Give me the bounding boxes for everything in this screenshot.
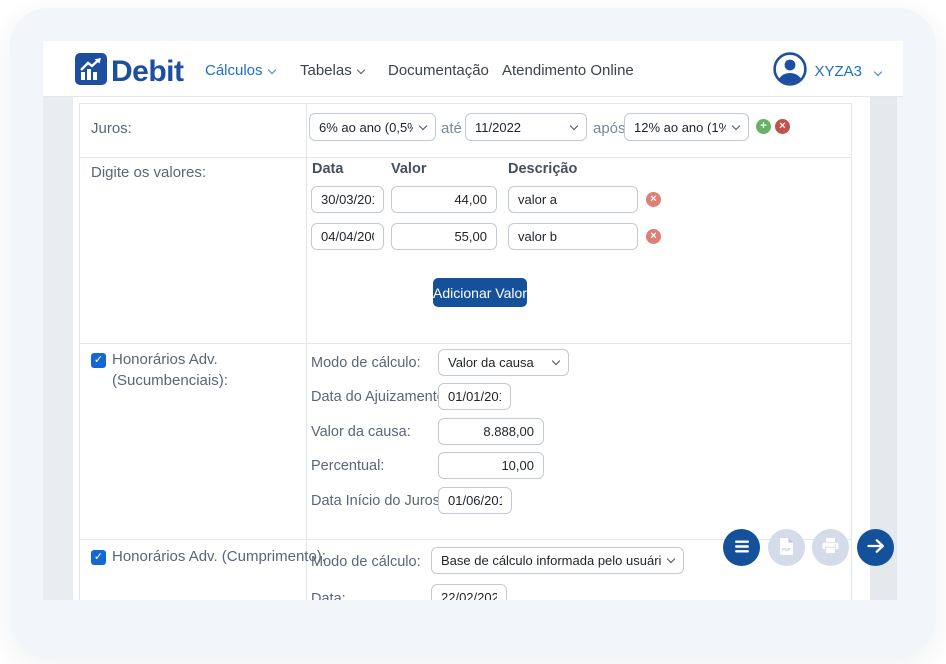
cumprimento-modo-select[interactable]: Base de cálculo informada pelo usuário	[431, 547, 684, 574]
delete-value-row-icon[interactable]	[646, 229, 661, 244]
cumprimento-date-input[interactable]	[431, 584, 507, 600]
chevron-down-icon	[418, 121, 428, 130]
modo-calculo-label: Modo de cálculo:	[311, 355, 421, 371]
scrollbar-track[interactable]	[870, 97, 897, 600]
chevron-down-icon	[267, 65, 276, 75]
column-divider	[306, 104, 307, 600]
nav-documentacao[interactable]: Documentação	[388, 62, 489, 79]
col-header-data: Data	[312, 161, 344, 177]
modo-calculo-label: Modo de cálculo:	[311, 554, 421, 570]
ate-label: até	[441, 120, 462, 137]
valores-label: Digite os valores:	[91, 164, 207, 181]
col-header-valor: Valor	[391, 161, 427, 177]
avatar[interactable]	[773, 52, 808, 91]
chevron-down-icon	[873, 67, 883, 76]
form-scroll-area: Juros: 6% ao ano (0,5% ao até 11/2022 ap…	[43, 97, 903, 600]
next-step-fab-button[interactable]	[857, 529, 894, 566]
chevron-down-icon	[666, 554, 676, 564]
printer-icon	[822, 538, 839, 557]
pdf-file-icon: PDF	[779, 537, 794, 558]
nav-calculos[interactable]: Cálculos	[205, 62, 276, 79]
apos-label: após	[593, 120, 626, 137]
juros-until-date-select[interactable]: 11/2022	[465, 113, 587, 141]
row-divider	[80, 539, 851, 540]
value-row-date-input[interactable]	[311, 223, 384, 250]
delete-value-row-icon[interactable]	[646, 192, 661, 207]
juros-label: Juros:	[91, 120, 132, 137]
ajuizamento-date-input[interactable]	[438, 383, 511, 410]
juros-rate-first-select[interactable]: 6% ao ano (0,5% ao	[309, 113, 436, 141]
calculation-form-table: Juros: 6% ao ano (0,5% ao até 11/2022 ap…	[79, 103, 852, 600]
percentual-label: Percentual:	[311, 458, 385, 474]
menu-fab-button[interactable]	[723, 529, 760, 566]
remove-rate-icon[interactable]	[775, 119, 790, 134]
top-navbar: Debit Cálculos Tabelas Documentação Aten…	[43, 41, 903, 97]
chevron-down-icon	[569, 121, 579, 130]
row-divider	[80, 343, 851, 344]
export-pdf-fab-button[interactable]: PDF	[768, 529, 805, 566]
data-label: Data:	[311, 591, 346, 600]
value-row-description-input[interactable]	[508, 186, 638, 213]
inicio-juros-label: Data Início do Juros:	[311, 493, 444, 509]
adicionar-valor-button[interactable]: Adicionar Valor	[433, 278, 527, 307]
debit-logo[interactable]: Debit	[75, 53, 184, 90]
arrow-right-icon	[866, 539, 885, 556]
value-row-amount-input[interactable]	[391, 223, 497, 250]
print-fab-button[interactable]	[812, 529, 849, 566]
sucumbenciais-checkbox[interactable]	[91, 353, 106, 368]
value-row-amount-input[interactable]	[391, 186, 497, 213]
user-menu[interactable]: XYZA3	[773, 52, 883, 91]
cumprimento-checkbox[interactable]	[91, 550, 106, 565]
valor-causa-label: Valor da causa:	[311, 424, 411, 440]
svg-text:PDF: PDF	[782, 547, 791, 552]
chevron-down-icon	[731, 121, 741, 130]
chevron-down-icon	[356, 65, 365, 75]
nav-tabelas[interactable]: Tabelas	[300, 62, 365, 79]
inicio-juros-date-input[interactable]	[438, 487, 512, 514]
nav-atendimento-online[interactable]: Atendimento Online	[502, 62, 634, 79]
logo-chart-icon	[75, 53, 107, 90]
value-row-description-input[interactable]	[508, 223, 638, 250]
form-sheet	[73, 97, 870, 600]
add-rate-icon[interactable]	[756, 119, 771, 134]
valor-causa-input[interactable]	[438, 418, 544, 445]
col-header-descricao: Descrição	[508, 161, 578, 177]
logo-text: Debit	[111, 54, 184, 88]
row-divider	[80, 157, 851, 158]
username-label: XYZA3	[814, 63, 862, 80]
left-gutter	[43, 97, 73, 600]
value-row-date-input[interactable]	[311, 186, 384, 213]
percentual-input[interactable]	[438, 452, 544, 479]
juros-rate-after-select[interactable]: 12% ao ano (1% ao	[624, 113, 749, 141]
ajuizamento-label: Data do Ajuizamento:	[311, 389, 449, 405]
sucumbenciais-modo-select[interactable]: Valor da causa	[438, 349, 569, 376]
hamburger-icon	[734, 540, 750, 556]
cumprimento-label: Honorários Adv. (Cumprimento):	[112, 548, 326, 565]
chevron-down-icon	[551, 356, 561, 366]
sucumbenciais-label: Honorários Adv. (Sucumbenciais):	[112, 351, 228, 389]
